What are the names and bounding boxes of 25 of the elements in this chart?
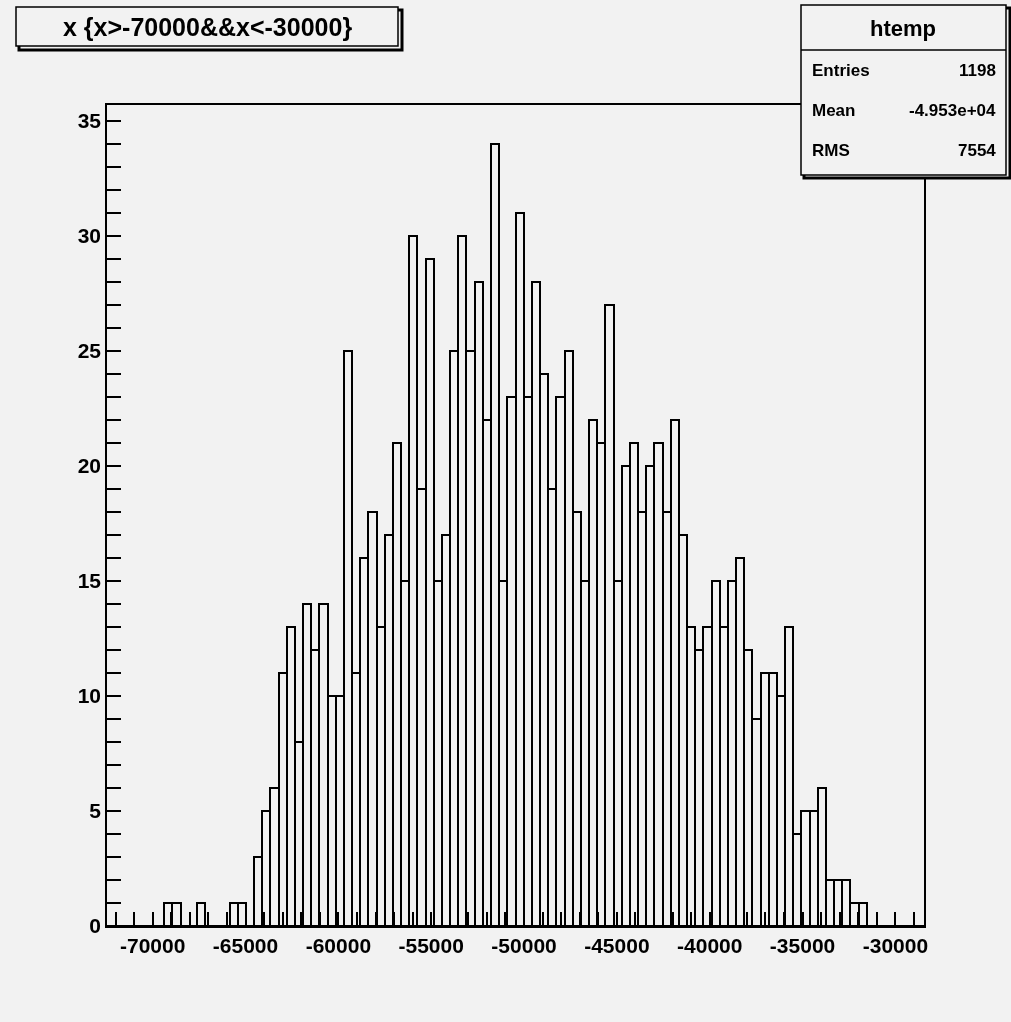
annotation: RMS [812, 141, 850, 160]
chart-title: x {x>-70000&&x<-30000} [63, 13, 353, 41]
y-tick-label: 20 [77, 454, 102, 478]
y-tick-label: 10 [77, 684, 102, 708]
annotation: Mean [812, 101, 856, 120]
y-tick-label: 5 [89, 799, 102, 823]
x-tick-label: -40000 [677, 933, 743, 957]
x-tick-label: -55000 [398, 933, 464, 957]
text: htemp [870, 16, 936, 41]
x-tick-label: -65000 [212, 933, 279, 957]
x-tick-label: -70000 [119, 933, 186, 957]
y-tick-label: 30 [77, 224, 102, 248]
x-tick-label: -35000 [769, 933, 836, 957]
annotation: -4.953e+04 [909, 101, 997, 120]
y-tick-label: 0 [89, 914, 102, 938]
y-tick-label: 15 [77, 569, 102, 593]
x-tick-label: -30000 [862, 933, 929, 957]
x-tick-label: -45000 [584, 933, 650, 957]
text: 1198 [959, 61, 996, 80]
x-tick-label: -50000 [491, 933, 557, 957]
y-tick-label: 35 [77, 109, 102, 133]
text: 7554 [958, 141, 997, 160]
text: Entries [812, 61, 870, 80]
y-tick-label: 25 [77, 339, 102, 363]
x-tick-label: -60000 [305, 933, 372, 957]
